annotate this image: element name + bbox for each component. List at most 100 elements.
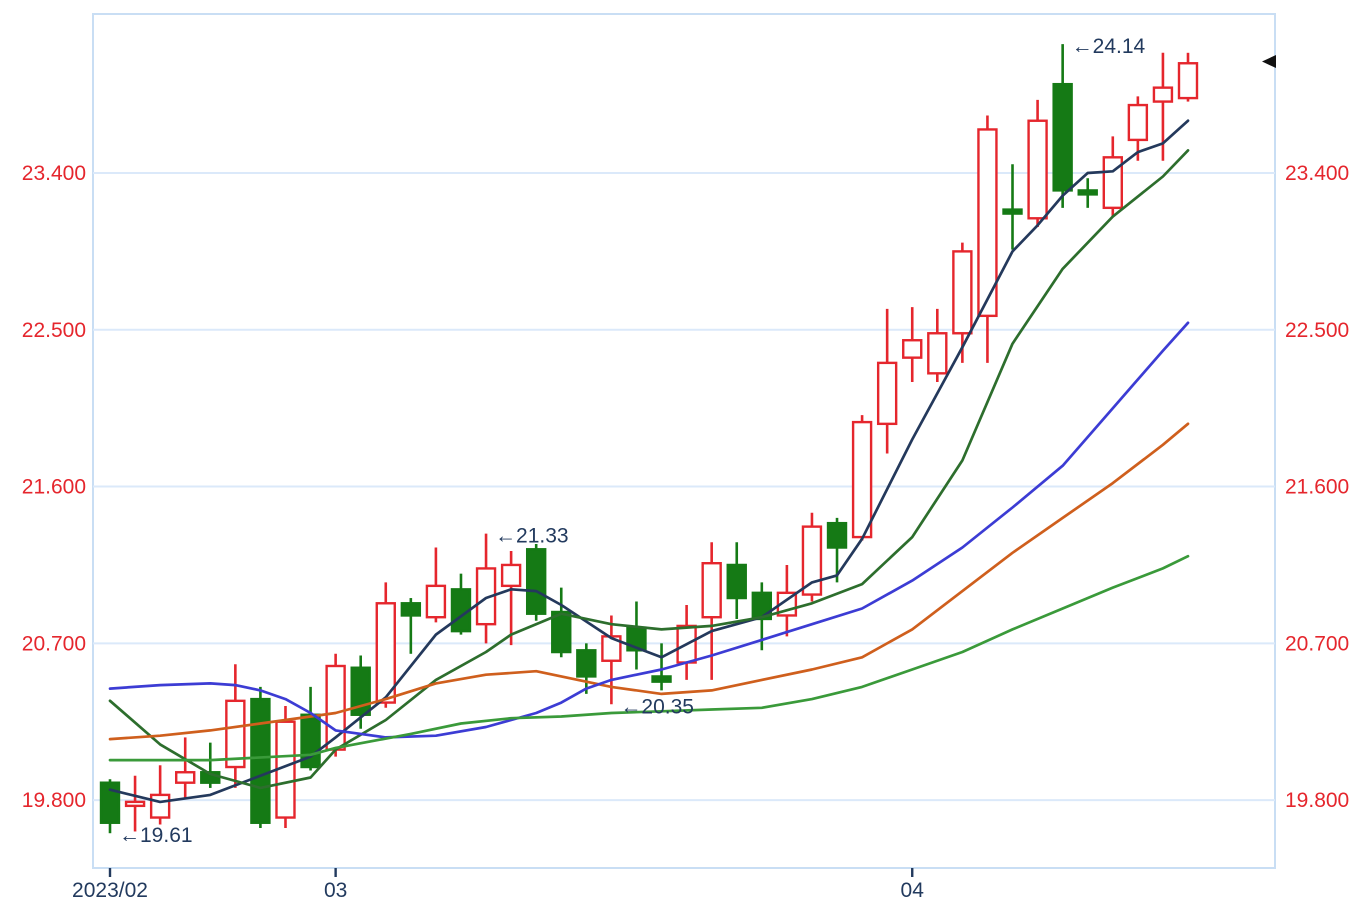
y-axis-label-left: 21.600 bbox=[22, 476, 86, 499]
candle-body bbox=[1127, 103, 1149, 142]
candle-down bbox=[200, 742, 221, 788]
candle-up bbox=[1127, 96, 1149, 161]
price-annotation: ←20.35 bbox=[620, 695, 694, 718]
candle-body bbox=[601, 635, 622, 662]
candle-body bbox=[952, 250, 973, 335]
candle-up bbox=[601, 615, 622, 705]
y-axis-labels: 23.400 23.400 22.500 22.500 21.600 21.600 20.7… bbox=[22, 162, 1349, 812]
candle-body bbox=[525, 548, 547, 615]
x-axis-label: 03 bbox=[324, 879, 347, 902]
candle-up bbox=[1102, 136, 1123, 217]
candle-up bbox=[952, 242, 973, 363]
y-axis-label-right: 21.600 bbox=[1285, 476, 1349, 499]
y-axis-label-left: 19.800 bbox=[22, 789, 86, 812]
candle-body bbox=[1077, 189, 1098, 196]
candle-body bbox=[250, 697, 271, 824]
candle-body bbox=[375, 602, 396, 704]
price-annotation: ←19.61 bbox=[119, 824, 193, 847]
price-annotations: ←19.61 ←21.33 ←20.35 ←24.14 bbox=[119, 35, 1146, 847]
candle-body bbox=[902, 339, 923, 359]
candle-body bbox=[1102, 156, 1123, 210]
candle-body bbox=[801, 525, 823, 596]
candle-down bbox=[1052, 44, 1073, 208]
candle-up bbox=[801, 512, 823, 602]
candle-body bbox=[124, 800, 146, 808]
candle-up bbox=[902, 307, 923, 383]
candle-body bbox=[1177, 62, 1199, 100]
ma-fast-navy bbox=[108, 119, 1190, 804]
candle-up bbox=[124, 775, 146, 832]
candle-down bbox=[626, 601, 647, 670]
y-axis-label-left: 20.700 bbox=[22, 632, 86, 655]
ma-slow-blue bbox=[108, 321, 1190, 739]
last-price-marker bbox=[1262, 55, 1276, 69]
candle-body bbox=[701, 562, 722, 619]
plot-border bbox=[92, 13, 1276, 869]
candle-up bbox=[851, 415, 873, 541]
candle-body bbox=[751, 591, 773, 621]
candle-body bbox=[425, 584, 447, 619]
candle-body bbox=[551, 610, 572, 654]
candle-up bbox=[149, 765, 171, 825]
candle-body bbox=[851, 420, 873, 539]
candle-body bbox=[876, 361, 898, 426]
candle-body bbox=[1002, 208, 1023, 215]
candle-down bbox=[99, 779, 121, 834]
candle-down bbox=[1077, 178, 1098, 208]
candle-down bbox=[651, 643, 672, 691]
ma-slowest-green bbox=[108, 554, 1190, 762]
candle-down bbox=[826, 517, 848, 583]
y-axis-label-right: 22.500 bbox=[1285, 319, 1349, 342]
candle-up bbox=[375, 582, 396, 708]
y-axis-label-left: 23.400 bbox=[22, 162, 86, 185]
candle-body bbox=[576, 649, 597, 678]
candle-down bbox=[576, 643, 597, 694]
candle-up bbox=[927, 308, 948, 383]
candle-down bbox=[551, 587, 572, 658]
candle-body bbox=[149, 793, 171, 819]
candle-up bbox=[425, 547, 447, 623]
candle-body bbox=[651, 675, 672, 683]
candle-up bbox=[876, 308, 898, 454]
candle-up bbox=[500, 551, 522, 646]
candle-up bbox=[1177, 52, 1199, 102]
x-axis-label: 04 bbox=[901, 879, 925, 902]
y-axis-label-left: 22.500 bbox=[22, 319, 86, 342]
candle-up bbox=[1027, 99, 1048, 228]
candle-up bbox=[977, 115, 998, 363]
candle-down bbox=[400, 598, 422, 654]
ma-mid-darkgreen bbox=[108, 149, 1190, 790]
candle-body bbox=[225, 699, 246, 769]
candle-down bbox=[525, 544, 547, 621]
candle-up bbox=[701, 542, 722, 680]
candle-up bbox=[475, 533, 497, 644]
candle-body bbox=[826, 521, 848, 549]
y-axis-label-right: 19.800 bbox=[1285, 789, 1349, 812]
price-annotation: ←24.14 bbox=[1072, 35, 1146, 58]
candle-body bbox=[475, 567, 497, 626]
candle-up bbox=[175, 737, 196, 799]
candle-body bbox=[1052, 82, 1073, 192]
x-axis-label: 2023/02 bbox=[72, 879, 148, 902]
moving-average-lines bbox=[108, 119, 1190, 804]
candle-body bbox=[927, 332, 948, 375]
candle-body bbox=[400, 602, 422, 617]
candle-up bbox=[676, 605, 697, 680]
x-axis-labels: 2023/02 03 04 bbox=[72, 868, 924, 902]
ma-slow-orange bbox=[108, 422, 1190, 741]
candle-body bbox=[726, 563, 747, 600]
y-axis-label-right: 20.700 bbox=[1285, 632, 1349, 655]
candle-body bbox=[1027, 119, 1048, 220]
candle-down bbox=[726, 542, 747, 619]
candle-down bbox=[450, 573, 472, 635]
candle-body bbox=[977, 128, 998, 318]
candle-body bbox=[1152, 86, 1174, 103]
price-annotation: ←21.33 bbox=[495, 525, 569, 548]
candle-body bbox=[99, 781, 121, 824]
candle-body bbox=[175, 771, 196, 784]
candle-body bbox=[350, 666, 371, 716]
y-axis-label-right: 23.400 bbox=[1285, 162, 1349, 185]
candle-down bbox=[1002, 164, 1023, 250]
